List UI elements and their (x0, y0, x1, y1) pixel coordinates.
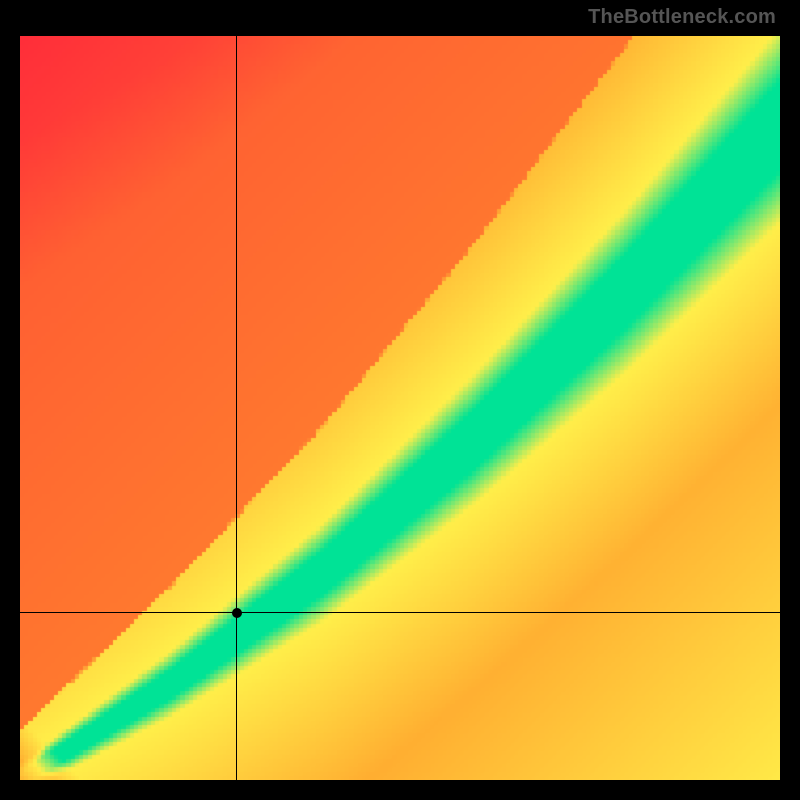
watermark-text: TheBottleneck.com (588, 6, 776, 29)
heatmap-plot (20, 36, 780, 780)
crosshair-marker (232, 608, 242, 618)
crosshair-vertical (236, 36, 237, 780)
crosshair-horizontal (20, 612, 780, 613)
heatmap-canvas (20, 36, 780, 780)
